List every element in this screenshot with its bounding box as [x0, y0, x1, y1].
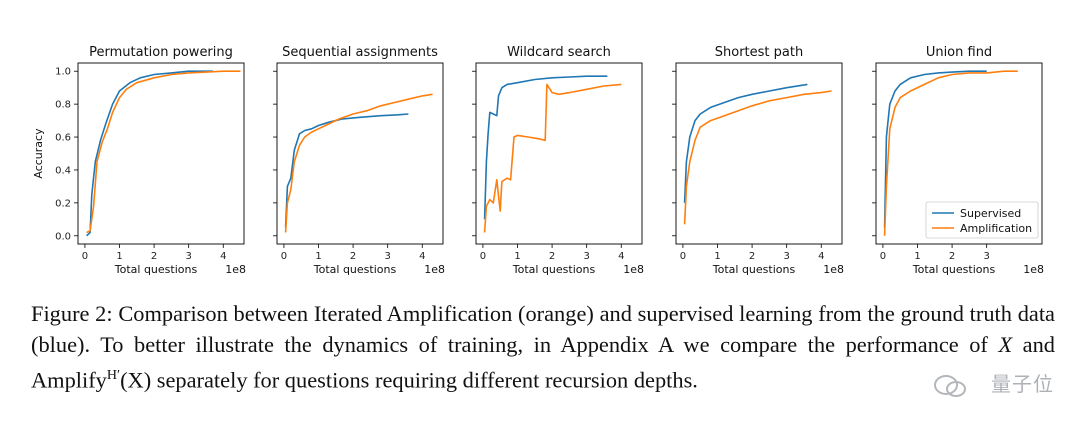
series-line-amplification: [683, 90, 832, 225]
wechat-logo: [934, 375, 966, 397]
figure-caption: Figure 2: Comparison between Iterated Am…: [31, 298, 1055, 395]
y-tick-label: 0.6: [55, 133, 71, 144]
series-line-supervised: [883, 70, 987, 228]
chart-title: Permutation powering: [89, 45, 233, 60]
series-line-supervised: [284, 113, 409, 228]
chart-panel-3: Wildcard search 0 1 2 3 4 Total questions 1e8: [472, 45, 644, 276]
x-axis-multiplier: 1e8: [1023, 263, 1044, 276]
x-axis-label: Total questions: [712, 263, 796, 276]
plot-frame: [475, 62, 643, 245]
x-tick-label: 1: [714, 251, 720, 262]
x-axis-label: Total questions: [512, 263, 596, 276]
y-tick-label: 0.4: [55, 165, 71, 176]
chart-panel-2: Sequential assignments 0 1 2 3 4 Total questio…: [273, 45, 445, 276]
chart-panel-1: Permutation powering 0.0 0.2 0.4 0.6 0.8 1.0 0 1…: [32, 45, 246, 276]
plot-frame: [77, 62, 245, 245]
y-tick-label: 0.2: [55, 198, 71, 209]
x-axis-label: Total questions: [313, 263, 397, 276]
series-line-supervised: [86, 70, 213, 237]
chart-title: Sequential assignments: [282, 45, 438, 60]
y-tick-label: 1.0: [55, 67, 71, 78]
x-tick-label: 2: [350, 251, 356, 262]
x-tick-label: 3: [983, 251, 989, 262]
x-tick-label: 1: [116, 251, 122, 262]
x-axis-multiplier: 1e8: [623, 263, 644, 276]
series-line-amplification: [483, 83, 622, 233]
x-tick-label: 3: [583, 251, 589, 262]
caption-suffix: separately for questions requiring diffe…: [151, 367, 698, 393]
chart-title: Union find: [926, 45, 992, 60]
x-axis-multiplier: 1e8: [424, 263, 445, 276]
x-tick-label: 0: [281, 251, 287, 262]
x-tick-label: 3: [783, 251, 789, 262]
chart-title: Shortest path: [715, 45, 803, 60]
series-line-amplification: [284, 93, 433, 233]
caption-var-x: X: [998, 332, 1013, 357]
series-line-supervised: [483, 75, 608, 220]
x-tick-label: 3: [185, 251, 191, 262]
x-tick-label: 2: [549, 251, 555, 262]
y-tick-label: 0.8: [55, 100, 71, 111]
x-tick-label: 4: [220, 251, 226, 262]
caption-amplify: Amplify: [31, 367, 107, 393]
x-tick-label: 0: [880, 251, 886, 262]
x-tick-label: 0: [82, 251, 88, 262]
series-line-amplification: [86, 70, 241, 234]
series-line-amplification: [883, 70, 1018, 236]
chart-panel-4: Shortest path 0 1 2 3 4 Total questions 1e8: [672, 45, 844, 276]
x-tick-label: 0: [480, 251, 486, 262]
chart-title: Wildcard search: [507, 45, 611, 60]
x-axis-multiplier: 1e8: [823, 263, 844, 276]
x-tick-label: 1: [315, 251, 321, 262]
y-axis-label: Accuracy: [32, 128, 45, 179]
x-tick-label: 4: [618, 251, 624, 262]
legend-box: [925, 201, 1039, 239]
x-tick-label: 1: [514, 251, 520, 262]
figure-panels: Permutation powering 0.0 0.2 0.4 0.6 0.8 1.0 0 1…: [32, 45, 1044, 276]
plot-frame: [276, 62, 444, 245]
plot-frame: [675, 62, 843, 245]
x-tick-label: 2: [749, 251, 755, 262]
plot-frame: [875, 62, 1043, 245]
x-tick-label: 2: [151, 251, 157, 262]
legend-label: Supervised: [960, 207, 1021, 220]
caption-prefix: Figure 2: Comparison between Iterated Am…: [31, 301, 1055, 357]
watermark: 量子位: [991, 372, 1054, 396]
legend-label: Amplification: [960, 222, 1032, 235]
x-axis-label: Total questions: [912, 263, 996, 276]
x-axis-label: Total questions: [114, 263, 198, 276]
x-axis-multiplier: 1e8: [225, 263, 246, 276]
x-tick-label: 1: [914, 251, 920, 262]
series-line-supervised: [683, 83, 808, 203]
x-tick-label: 4: [818, 251, 824, 262]
x-tick-label: 3: [384, 251, 390, 262]
x-tick-label: 0: [680, 251, 686, 262]
caption-mid: and: [1012, 332, 1055, 357]
x-tick-label: 4: [419, 251, 425, 262]
caption-amplify-sup: H′: [106, 368, 121, 383]
y-tick-label: 0.0: [55, 231, 71, 242]
caption-amplify-arg: (X): [120, 367, 152, 393]
x-tick-label: 2: [949, 251, 955, 262]
